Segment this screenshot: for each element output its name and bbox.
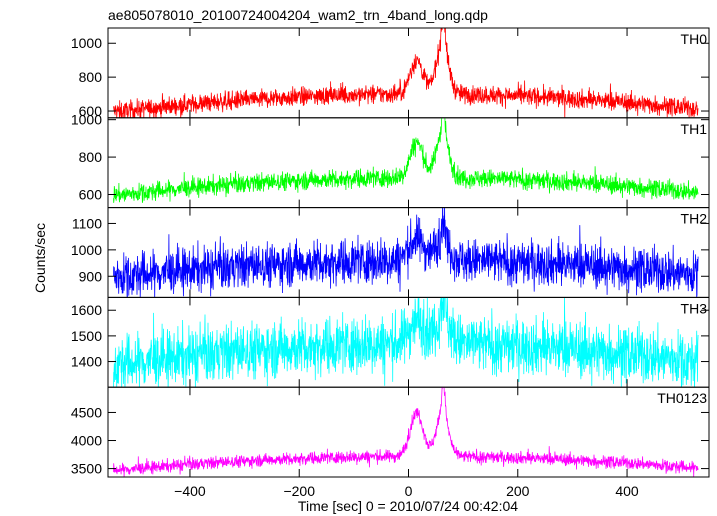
- y-tick-label: 900: [79, 268, 103, 284]
- x-tick-label: 200: [506, 483, 530, 499]
- y-tick-label: 1600: [71, 302, 102, 318]
- panel-label-th2: TH2: [681, 211, 708, 227]
- x-axis-label: Time [sec] 0 = 2010/07/24 00:42:04: [298, 498, 518, 514]
- panel-label-th0123: TH0123: [657, 390, 707, 406]
- series-line-th2: [113, 207, 699, 298]
- y-tick-label: 600: [79, 187, 103, 203]
- y-axis-label: Counts/sec: [32, 223, 48, 293]
- y-tick-label: 4000: [71, 433, 102, 449]
- x-tick-label: −200: [283, 483, 315, 499]
- panel-label-th3: TH3: [681, 300, 708, 316]
- y-tick-label: 1000: [71, 35, 102, 51]
- y-tick-label: 4500: [71, 404, 102, 420]
- x-tick-label: 400: [615, 483, 639, 499]
- chart-title: ae805078010_20100724004204_wam2_trn_4ban…: [108, 7, 488, 23]
- series-line-th3: [113, 297, 699, 388]
- y-tick-label: 3500: [71, 461, 102, 477]
- y-tick-label: 1000: [71, 112, 102, 128]
- series-line-th0123: [113, 387, 699, 478]
- y-tick-label: 1100: [72, 215, 102, 231]
- panel-label-th0: TH0: [681, 31, 708, 47]
- y-tick-label: 600: [79, 103, 103, 119]
- panel-label-th1: TH1: [681, 121, 708, 137]
- y-tick-label: 1500: [71, 328, 102, 344]
- y-tick-label: 1000: [71, 242, 102, 258]
- x-tick-label: 0: [405, 483, 413, 499]
- y-tick-label: 800: [79, 69, 103, 85]
- panels-group: 600 800 1000 TH0 600 800 1000 TH1 900 1000 1100 TH2…: [71, 27, 710, 499]
- y-tick-label: 800: [79, 149, 103, 165]
- series-line-th1: [113, 117, 699, 203]
- series-line-th0: [113, 28, 699, 118]
- x-tick-label: −400: [174, 483, 206, 499]
- y-tick-label: 1400: [71, 354, 102, 370]
